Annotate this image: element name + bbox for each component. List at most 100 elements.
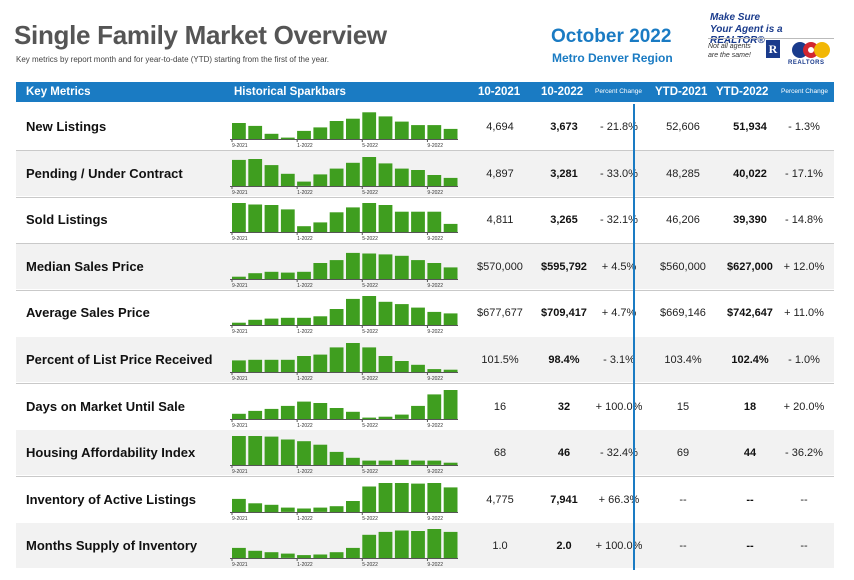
metric-label: Sold Listings: [26, 212, 108, 228]
sparkbar: [394, 121, 409, 139]
cell-m2022: 2.0: [556, 540, 572, 553]
sparkbar: [329, 212, 344, 233]
cell-ytd2022: --: [746, 493, 754, 506]
row-divider: [16, 476, 834, 478]
metric-label: Pending / Under Contract: [26, 165, 183, 181]
sparkbar: [313, 262, 328, 279]
sparkbar-tick-label: 9-2022: [427, 283, 443, 288]
table-row: Sold Listings 9-2021 1-2022 5-2022 9-2022 4,8…: [16, 197, 834, 242]
cell-m2021: $570,000: [477, 260, 523, 273]
sparkbar: [443, 462, 458, 466]
sparkbar: [378, 205, 393, 233]
cell-m2022: 98.4%: [548, 354, 580, 366]
sparkbar: [443, 369, 458, 372]
metric-label: Months Supply of Inventory: [26, 538, 198, 554]
sparkbar-tick-label: 5-2022: [362, 143, 378, 148]
sparkbar: [232, 276, 246, 279]
cell-ytd2022: $627,000: [727, 260, 773, 273]
sparkbar: [443, 177, 458, 186]
sparkbar: [394, 530, 409, 559]
cell-ytd2022: --: [746, 540, 754, 553]
sparkbar-tick-label: 9-2021: [232, 236, 248, 241]
sparkbar: [280, 553, 295, 559]
sparkbar-tick-label: 9-2022: [427, 143, 443, 148]
sparkbar: [248, 503, 263, 512]
col-ytd-percent-change: Percent Change: [781, 88, 828, 95]
sparkbar: [346, 343, 360, 372]
sparkbar: [264, 318, 279, 326]
cell-m2021: 1.0: [492, 540, 508, 553]
sparkbar: [264, 552, 279, 559]
brand-line2: Your Agent is a REALTOR®: [710, 24, 783, 46]
sparkbar: [346, 500, 360, 512]
brand-line1: Make Sure: [710, 12, 761, 23]
sparkbar: [427, 125, 442, 139]
colorado-realtors-logo-icon: [792, 42, 830, 58]
sparkbar: [427, 174, 442, 186]
sparkbar: [362, 296, 377, 326]
sparkbar: [297, 441, 311, 466]
sparkbar: [378, 532, 393, 559]
cell-ytdpct: - 36.2%: [785, 447, 823, 460]
sparkbar: [264, 359, 279, 372]
sparkbar-tick-label: 1-2022: [297, 190, 313, 195]
cell-m2021: 16: [493, 400, 507, 413]
sparkbar: [362, 486, 377, 512]
col-month-2022: 10-2022: [541, 86, 584, 98]
sparkbar: [362, 347, 377, 372]
sparkbar-tick-label: 9-2022: [427, 236, 443, 241]
metrics-table: New Listings 9-2021 1-2022 5-2022 9-2022 4,69…: [16, 104, 834, 570]
sparkbar: [362, 253, 377, 279]
sparkbar: [411, 259, 425, 279]
brand-note1: Not all agents: [708, 43, 751, 50]
sparkbar: [346, 162, 360, 186]
page-subtitle: Key metrics by report month and for year…: [16, 55, 330, 64]
report-region: Metro Denver Region: [552, 51, 673, 65]
sparkbar-tick-label: 1-2022: [297, 329, 313, 334]
metric-label: Inventory of Active Listings: [26, 491, 196, 507]
sparkbar: [248, 272, 263, 279]
sparkbar: [346, 548, 360, 559]
sparkbar: [280, 507, 295, 512]
sparkbar-tick-label: 9-2022: [427, 190, 443, 195]
sparkbar: [313, 402, 328, 419]
sparkbar: [297, 130, 311, 139]
sparkbar: [346, 118, 360, 139]
sparkbar: [427, 482, 442, 512]
sparkbar: [411, 460, 425, 466]
sparkbar: [346, 457, 360, 466]
sparkbar-tick-label: 9-2021: [232, 423, 248, 428]
sparkbar: [427, 312, 442, 326]
sparkbar: [329, 168, 344, 186]
cell-ytdpct: + 12.0%: [783, 260, 825, 273]
sparkbar-chart: 9-2021 1-2022 5-2022 9-2022: [230, 112, 458, 148]
sparkbar: [280, 318, 295, 326]
sparkbar: [264, 436, 279, 466]
cell-ytdpct: --: [800, 493, 808, 506]
cell-ytdpct: + 20.0%: [783, 400, 825, 413]
sparkbar: [378, 162, 393, 186]
sparkbar-tick-label: 5-2022: [362, 516, 378, 521]
sparkbar: [329, 505, 344, 512]
sparkbar: [329, 347, 344, 372]
sparkbar: [248, 410, 263, 419]
sparkbar: [297, 555, 311, 559]
sparkbar: [248, 158, 263, 186]
sparkbar-tick-label: 9-2021: [232, 469, 248, 474]
realtor-r-icon: R: [766, 40, 780, 58]
sparkbar-tick-label: 5-2022: [362, 469, 378, 474]
sparkbar: [378, 254, 393, 279]
sparkbar: [248, 320, 263, 326]
sparkbar-tick-label: 1-2022: [297, 143, 313, 148]
sparkbar-tick-label: 9-2021: [232, 376, 248, 381]
sparkbar-tick-label: 5-2022: [362, 190, 378, 195]
sparkbar: [232, 203, 246, 233]
sparkbar: [248, 204, 263, 233]
sparkbar: [313, 554, 328, 559]
sparkbar: [280, 359, 295, 372]
sparkbar-chart: 9-2021 1-2022 5-2022 9-2022: [230, 252, 458, 288]
sparkbar: [394, 482, 409, 512]
sparkbar: [394, 255, 409, 279]
sparkbar: [443, 224, 458, 233]
sparkbar: [443, 313, 458, 326]
